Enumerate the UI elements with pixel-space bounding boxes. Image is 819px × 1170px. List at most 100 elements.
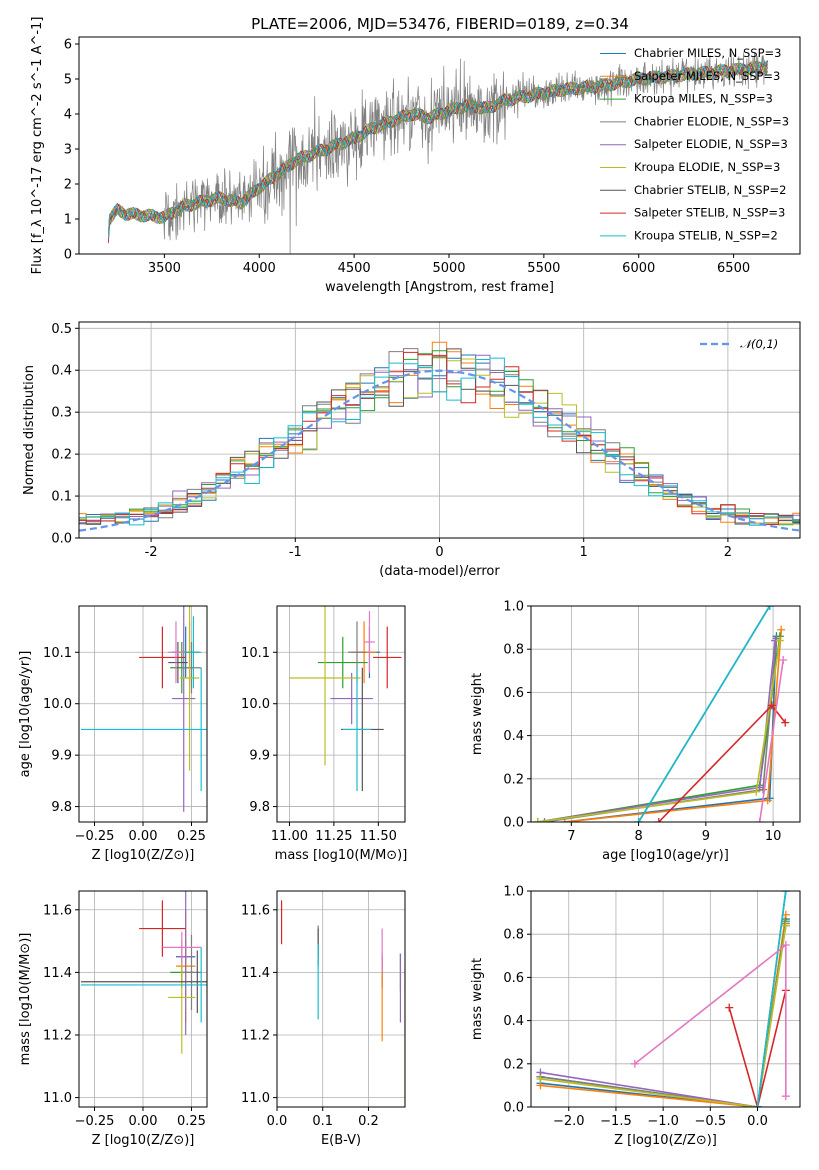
x-axis-label: Z [log10(Z/Z⊙)] bbox=[92, 848, 195, 863]
figure-title: PLATE=2006, MJD=53476, FIBERID=0189, z=0… bbox=[251, 15, 629, 33]
y-tick-label: 0.1 bbox=[51, 490, 72, 505]
plot-area bbox=[79, 891, 207, 1107]
x-tick-label: -1 bbox=[289, 545, 302, 560]
y-tick-label: 0.3 bbox=[51, 406, 72, 421]
panel-residuals: -2 -1 0 1 2 0.0 0.1 0.2 0.3 0.4 0.5 (data-model)/er… bbox=[22, 321, 801, 579]
y-axis-label: mass weight bbox=[470, 958, 485, 1040]
weight-marker bbox=[630, 1059, 639, 1068]
x-tick-label: 6000 bbox=[622, 261, 655, 276]
panel-age-vs-mass: 11.00 11.25 11.50 9.8 9.9 10.0 10.1 mass [log10… bbox=[241, 605, 407, 863]
x-tick-label: 5000 bbox=[432, 261, 465, 276]
y-tick-label: 0.8 bbox=[503, 643, 524, 658]
y-tick-label: 4 bbox=[64, 108, 72, 123]
legend-label: Kroupa STELIB, N_SSP=2 bbox=[634, 228, 778, 242]
x-tick-label: 5500 bbox=[527, 261, 560, 276]
x-tick-label: 7 bbox=[567, 829, 575, 844]
weight-marker bbox=[725, 1003, 734, 1012]
weight-marker bbox=[781, 941, 790, 949]
y-axis-label: age [log10(age/yr)] bbox=[18, 651, 33, 778]
x-tick-label: 0.25 bbox=[177, 1114, 206, 1129]
y-tick-label: 11.2 bbox=[43, 1029, 72, 1044]
y-tick-label: 11.2 bbox=[241, 1029, 270, 1044]
weight-marker bbox=[779, 656, 788, 664]
y-axis-label: mass [log10(M/M⊙)] bbox=[18, 933, 33, 1066]
spectrum-model-line bbox=[108, 61, 768, 242]
x-axis-label: Z [log10(Z/Z⊙)] bbox=[614, 1133, 717, 1148]
y-tick-label: 10.1 bbox=[241, 646, 270, 661]
legend-label: Chabrier ELODIE, N_SSP=3 bbox=[634, 114, 789, 128]
y-tick-label: 11.4 bbox=[43, 966, 72, 981]
y-tick-label: 10.1 bbox=[43, 646, 72, 661]
histogram-series bbox=[79, 354, 800, 524]
weight-line bbox=[756, 891, 787, 1107]
y-tick-label: 0.8 bbox=[503, 928, 524, 943]
plot-area bbox=[277, 606, 405, 822]
x-tick-label: 11.25 bbox=[315, 829, 352, 844]
x-tick-label: 0.00 bbox=[129, 829, 158, 844]
y-tick-label: 0.4 bbox=[51, 364, 72, 379]
weight-marker bbox=[767, 701, 776, 710]
y-axis-label: mass weight bbox=[470, 673, 485, 755]
weight-marker bbox=[540, 818, 549, 822]
weight-line bbox=[728, 990, 787, 1107]
x-axis-label: age [log10(age/yr)] bbox=[602, 848, 729, 863]
y-tick-label: 1.0 bbox=[503, 600, 524, 615]
y-tick-label: 9.8 bbox=[51, 800, 72, 815]
x-tick-label: 11.50 bbox=[360, 829, 397, 844]
axes-frame bbox=[276, 605, 406, 823]
x-axis-label: (data-model)/error bbox=[379, 564, 500, 579]
axes-frame bbox=[530, 605, 801, 823]
y-tick-label: 6 bbox=[64, 38, 72, 53]
y-tick-label: 9.8 bbox=[249, 800, 270, 815]
legend-label: Salpeter ELODIE, N_SSP=3 bbox=[634, 137, 788, 151]
y-tick-label: 9.9 bbox=[51, 749, 72, 764]
axes-frame bbox=[78, 36, 801, 255]
x-tick-label: 0.0 bbox=[747, 1114, 768, 1129]
panel-weight-vs-age: 7 8 9 10 0.0 0.2 0.4 0.6 0.8 1.0 age [log10(age/yr… bbox=[470, 600, 801, 863]
legend-label: 𝒩(0,1) bbox=[740, 337, 778, 351]
axes-frame bbox=[78, 605, 208, 823]
x-tick-label: 0.25 bbox=[177, 829, 206, 844]
y-tick-label: 2 bbox=[64, 178, 72, 193]
legend-label: Kroupa MILES, N_SSP=3 bbox=[634, 92, 773, 106]
weight-marker bbox=[654, 818, 663, 822]
y-tick-label: 0.6 bbox=[503, 971, 524, 986]
y-tick-label: 5 bbox=[64, 73, 72, 88]
y-tick-label: 10.0 bbox=[241, 697, 270, 712]
y-axis-label: Normed distribution bbox=[22, 365, 37, 495]
y-tick-label: 1 bbox=[64, 213, 72, 228]
axes-frame bbox=[78, 890, 208, 1108]
y-tick-label: 0.4 bbox=[503, 1014, 524, 1029]
y-tick-label: 0 bbox=[64, 248, 72, 263]
plot-area bbox=[531, 606, 800, 822]
y-tick-label: 0.2 bbox=[503, 1057, 524, 1072]
y-tick-label: 0.5 bbox=[51, 322, 72, 337]
y-tick-label: 11.6 bbox=[43, 903, 72, 918]
x-tick-label: 3500 bbox=[148, 261, 181, 276]
x-tick-label: 0.0 bbox=[267, 1114, 288, 1129]
legend-label: Salpeter MILES, N_SSP=3 bbox=[634, 69, 780, 83]
x-axis-label: E(B-V) bbox=[321, 1133, 361, 1148]
weight-marker bbox=[533, 818, 542, 822]
plot-area bbox=[277, 891, 405, 1107]
x-tick-label: 6500 bbox=[717, 261, 750, 276]
panel-mass-vs-EBV: 0.0 0.1 0.2 11.0 11.2 11.4 11.6 E(B-V) bbox=[241, 890, 406, 1148]
weight-marker bbox=[781, 718, 790, 727]
y-tick-label: 0.0 bbox=[51, 532, 72, 547]
x-axis-label: wavelength [Angstrom, rest frame] bbox=[325, 280, 554, 295]
plot-area bbox=[79, 606, 207, 822]
weight-marker bbox=[536, 1074, 545, 1083]
x-tick-label: 9 bbox=[702, 829, 710, 844]
y-tick-label: 9.9 bbox=[249, 749, 270, 764]
x-tick-label: 0 bbox=[435, 545, 443, 560]
weight-marker bbox=[781, 891, 790, 895]
weight-marker bbox=[634, 818, 643, 822]
x-tick-label: −0.25 bbox=[75, 1114, 115, 1129]
axes-frame bbox=[78, 321, 801, 539]
x-tick-label: −1.5 bbox=[600, 1114, 632, 1129]
spectrum-model-line bbox=[108, 60, 768, 244]
histogram-series bbox=[79, 351, 800, 525]
panel-spectrum: 3500 4000 4500 5000 5500 6000 6500 0 1 2 3 4 5 6 wavel… bbox=[30, 17, 801, 295]
gaussian-curve bbox=[79, 369, 800, 532]
